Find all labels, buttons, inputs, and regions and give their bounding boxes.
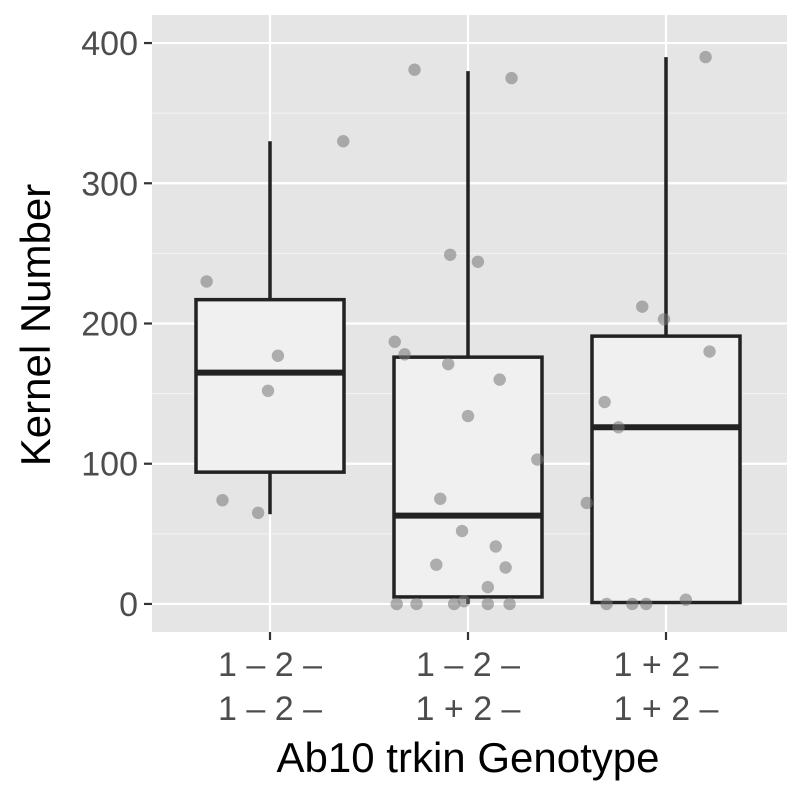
data-point bbox=[271, 349, 285, 362]
x-tick-label-line2: 1 + 2 – bbox=[614, 690, 719, 728]
box-group bbox=[194, 141, 346, 515]
x-axis-title: Ab10 trkin Genotype bbox=[277, 734, 660, 781]
y-tick-label: 0 bbox=[119, 586, 138, 624]
data-point bbox=[251, 506, 265, 520]
data-point bbox=[699, 50, 712, 64]
y-axis-title: Kernel Number bbox=[12, 184, 59, 466]
data-point bbox=[505, 71, 518, 85]
x-tick-label-line1: 1 – 2 – bbox=[416, 646, 520, 684]
data-point bbox=[636, 300, 649, 313]
data-point bbox=[455, 524, 469, 538]
data-point bbox=[457, 594, 471, 608]
data-point bbox=[598, 395, 611, 409]
x-tick-label-line1: 1 + 2 – bbox=[614, 646, 719, 684]
data-point bbox=[471, 255, 485, 268]
data-point bbox=[443, 248, 457, 261]
data-point bbox=[390, 597, 403, 611]
data-point bbox=[261, 384, 275, 398]
data-point bbox=[703, 345, 716, 358]
data-point bbox=[612, 421, 625, 434]
data-point bbox=[434, 492, 447, 505]
box-group bbox=[392, 71, 544, 604]
data-point bbox=[503, 597, 516, 611]
data-point bbox=[499, 561, 512, 574]
data-point bbox=[430, 558, 443, 571]
x-tick-label-line1: 1 – 2 – bbox=[218, 646, 322, 684]
data-point bbox=[481, 580, 494, 594]
box-iqr bbox=[392, 355, 544, 599]
data-point bbox=[447, 597, 461, 611]
data-point bbox=[640, 597, 653, 611]
data-point bbox=[600, 597, 613, 611]
data-point bbox=[216, 493, 229, 507]
x-tick-label-line2: 1 + 2 – bbox=[416, 690, 521, 728]
data-point bbox=[657, 313, 671, 326]
data-point bbox=[531, 453, 544, 466]
data-point bbox=[679, 593, 692, 606]
data-point bbox=[493, 373, 506, 386]
y-tick-label: 100 bbox=[81, 446, 138, 484]
box-iqr bbox=[590, 334, 742, 605]
y-tick-label: 300 bbox=[81, 165, 138, 203]
data-point bbox=[200, 275, 213, 288]
y-tick-label: 200 bbox=[81, 306, 138, 344]
data-point bbox=[398, 348, 411, 361]
box-group bbox=[590, 57, 742, 605]
y-tick-label: 400 bbox=[81, 25, 138, 63]
data-point bbox=[337, 135, 350, 148]
data-point bbox=[481, 597, 494, 611]
data-point bbox=[626, 597, 639, 611]
data-point bbox=[580, 496, 593, 510]
data-point bbox=[388, 335, 401, 348]
data-point bbox=[489, 540, 502, 553]
x-tick-label-line2: 1 – 2 – bbox=[218, 690, 322, 728]
data-point bbox=[442, 357, 455, 371]
data-point bbox=[461, 409, 475, 423]
data-point bbox=[410, 597, 423, 611]
data-point bbox=[408, 63, 421, 76]
